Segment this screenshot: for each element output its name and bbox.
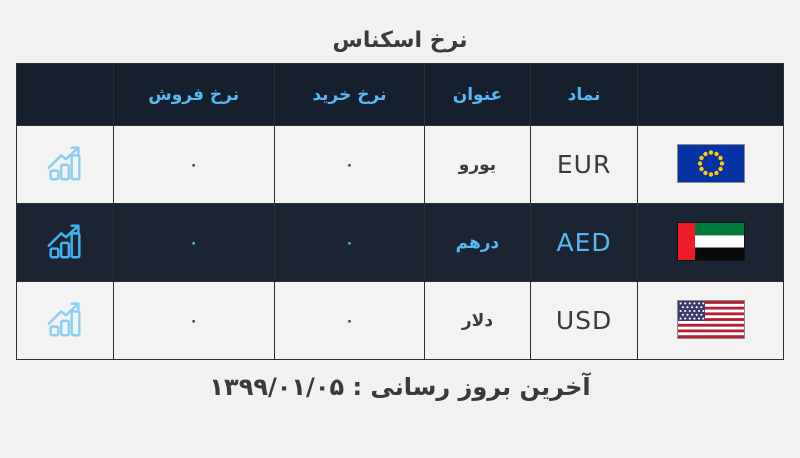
column-header-buy-rate: نرخ خرید [273, 63, 426, 126]
trend-bar-chart-icon [47, 223, 81, 258]
buy-rate-cell: ۰ [273, 203, 426, 282]
chart-button-usd[interactable] [44, 298, 86, 340]
chart-cell [16, 203, 114, 282]
name-cell: یورو [424, 125, 531, 204]
us-flag-icon [676, 299, 745, 339]
table-row-eur: EUR یورو ۰ ۰ [16, 125, 784, 204]
last-update-text: آخرین بروز رسانی : ۱۳۹۹/۰۱/۰۵ [209, 373, 591, 401]
chart-button-aed[interactable] [44, 220, 86, 262]
flag-cell [637, 281, 784, 360]
trend-bar-chart-icon [47, 145, 81, 180]
sell-rate-cell: ۰ [112, 281, 275, 360]
symbol-cell: AED [529, 203, 639, 282]
buy-rate-cell: ۰ [273, 281, 426, 360]
table-row-usd: USD دلار ۰ ۰ [16, 281, 784, 360]
column-header-symbol: نماد [529, 63, 639, 126]
table-header-row: نماد عنوان نرخ خرید نرخ فروش [16, 63, 784, 126]
trend-bar-chart-icon [47, 301, 81, 336]
column-header-sell-rate: نرخ فروش [112, 63, 275, 126]
chart-button-eur[interactable] [44, 142, 86, 184]
uae-flag-icon [676, 221, 745, 261]
flag-cell [637, 203, 784, 282]
symbol-cell: USD [529, 281, 639, 360]
page-title: نرخ اسکناس [332, 28, 468, 53]
column-header-name: عنوان [424, 63, 531, 126]
flag-cell [637, 125, 784, 204]
eu-flag-icon [676, 143, 745, 183]
sell-rate-cell: ۰ [112, 203, 275, 282]
name-cell: دلار [424, 281, 531, 360]
exchange-rates-table: نماد عنوان نرخ خرید نرخ فروش [16, 63, 784, 360]
table-row-aed: AED درهم ۰ ۰ [16, 203, 784, 282]
column-header-chart [16, 63, 114, 126]
column-header-flag [637, 63, 784, 126]
chart-cell [16, 281, 114, 360]
chart-cell [16, 125, 114, 204]
symbol-cell: EUR [529, 125, 639, 204]
buy-rate-cell: ۰ [273, 125, 426, 204]
name-cell: درهم [424, 203, 531, 282]
sell-rate-cell: ۰ [112, 125, 275, 204]
